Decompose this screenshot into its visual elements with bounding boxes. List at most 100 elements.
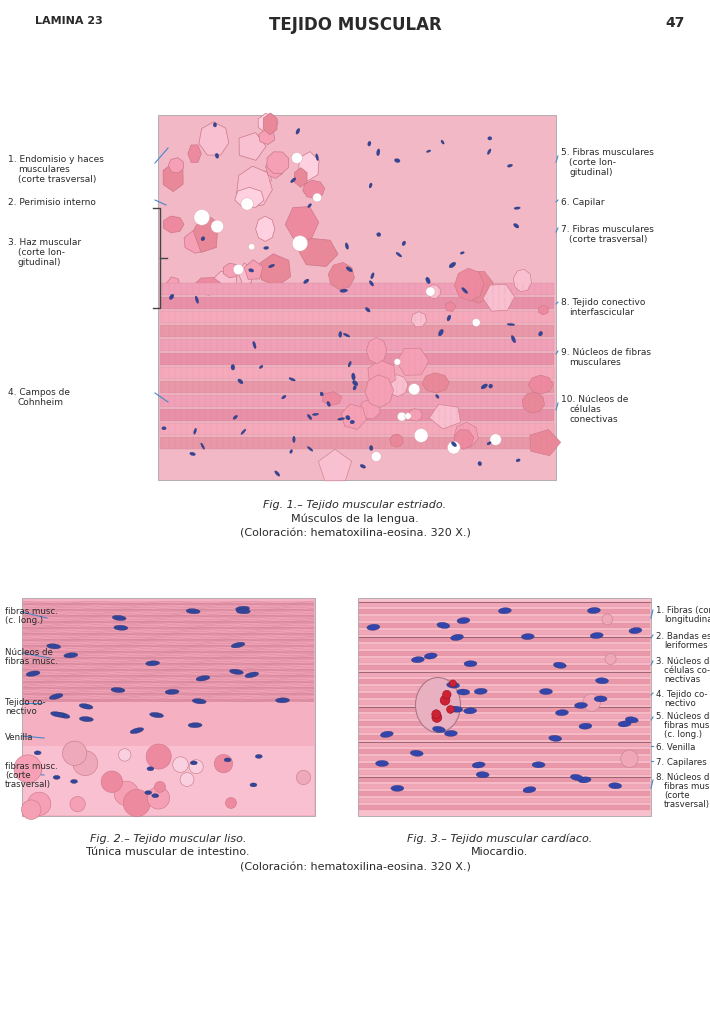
Polygon shape xyxy=(267,152,289,173)
Ellipse shape xyxy=(195,296,199,304)
Ellipse shape xyxy=(353,385,356,390)
Bar xyxy=(359,805,650,810)
Polygon shape xyxy=(210,271,236,292)
Ellipse shape xyxy=(444,730,457,737)
Polygon shape xyxy=(163,163,183,192)
Bar xyxy=(23,645,314,648)
Bar xyxy=(23,689,314,692)
Text: Fig. 3.– Tejido muscular cardíaco.: Fig. 3.– Tejido muscular cardíaco. xyxy=(408,834,593,844)
Ellipse shape xyxy=(391,785,404,792)
Circle shape xyxy=(226,798,236,808)
Ellipse shape xyxy=(339,332,342,338)
Ellipse shape xyxy=(201,236,205,240)
Text: longitudinal): longitudinal) xyxy=(664,615,710,624)
Ellipse shape xyxy=(441,140,444,144)
Circle shape xyxy=(62,741,87,766)
Ellipse shape xyxy=(114,626,128,630)
Bar xyxy=(23,675,314,678)
Ellipse shape xyxy=(250,783,257,787)
Ellipse shape xyxy=(196,675,210,681)
Ellipse shape xyxy=(376,233,381,236)
Text: 8. Núcleos de: 8. Núcleos de xyxy=(656,773,710,782)
Text: 4. Tejido co-: 4. Tejido co- xyxy=(656,690,707,699)
Ellipse shape xyxy=(447,315,451,321)
Ellipse shape xyxy=(256,754,262,758)
Circle shape xyxy=(394,358,400,365)
Bar xyxy=(359,714,650,719)
Ellipse shape xyxy=(145,790,152,795)
Circle shape xyxy=(398,412,406,421)
Ellipse shape xyxy=(540,689,552,694)
Ellipse shape xyxy=(289,378,295,381)
Ellipse shape xyxy=(186,608,200,613)
Circle shape xyxy=(432,710,441,719)
Ellipse shape xyxy=(574,702,587,709)
Circle shape xyxy=(447,706,454,714)
Ellipse shape xyxy=(233,415,237,420)
Ellipse shape xyxy=(449,262,456,268)
Circle shape xyxy=(408,383,420,395)
Ellipse shape xyxy=(224,758,231,761)
Circle shape xyxy=(180,773,194,786)
Ellipse shape xyxy=(282,395,286,399)
Polygon shape xyxy=(298,151,319,181)
Ellipse shape xyxy=(307,447,313,452)
Bar xyxy=(23,637,314,640)
Text: nectivas: nectivas xyxy=(664,675,700,684)
Ellipse shape xyxy=(79,703,93,709)
Circle shape xyxy=(490,434,501,445)
Text: (corte trasversal): (corte trasversal) xyxy=(18,175,97,184)
Ellipse shape xyxy=(241,429,246,434)
Circle shape xyxy=(472,318,480,326)
Polygon shape xyxy=(295,168,307,188)
Ellipse shape xyxy=(396,253,402,257)
Ellipse shape xyxy=(130,727,143,733)
Bar xyxy=(359,735,650,740)
Ellipse shape xyxy=(449,707,463,713)
Text: (c. long.): (c. long.) xyxy=(664,730,702,739)
Text: 5. Núcleos de: 5. Núcleos de xyxy=(656,712,710,721)
Text: LAMINA 23: LAMINA 23 xyxy=(35,16,103,26)
Ellipse shape xyxy=(350,421,354,424)
Polygon shape xyxy=(184,231,212,253)
Circle shape xyxy=(28,793,51,815)
Text: Fig. 1.– Tejido muscular estriado.: Fig. 1.– Tejido muscular estriado. xyxy=(263,500,447,510)
Ellipse shape xyxy=(366,308,370,312)
Text: 4. Campos de: 4. Campos de xyxy=(8,388,70,397)
Ellipse shape xyxy=(231,642,245,648)
Circle shape xyxy=(621,750,638,768)
Text: nectivo: nectivo xyxy=(664,699,696,708)
Ellipse shape xyxy=(360,464,366,468)
Ellipse shape xyxy=(26,671,40,677)
Bar xyxy=(23,618,314,622)
Bar xyxy=(23,611,314,614)
Text: Cohnheim: Cohnheim xyxy=(18,398,64,407)
Circle shape xyxy=(14,755,42,782)
Bar xyxy=(359,658,650,663)
Text: Tejido co-: Tejido co- xyxy=(5,698,45,707)
Text: (c. long.): (c. long.) xyxy=(5,616,43,625)
Bar xyxy=(23,655,314,658)
Text: (corte lon-: (corte lon- xyxy=(569,159,616,167)
Ellipse shape xyxy=(570,774,583,781)
Bar xyxy=(23,651,314,654)
Bar xyxy=(359,749,650,754)
Ellipse shape xyxy=(436,395,439,398)
Bar xyxy=(359,679,650,684)
Polygon shape xyxy=(194,278,222,295)
Ellipse shape xyxy=(49,693,63,699)
Bar xyxy=(23,649,314,652)
Text: fibras musc.: fibras musc. xyxy=(5,657,58,666)
Bar xyxy=(23,669,314,672)
Bar xyxy=(23,657,314,660)
Ellipse shape xyxy=(579,723,592,729)
Bar xyxy=(23,621,314,624)
Text: fibras musc.: fibras musc. xyxy=(664,721,710,730)
Circle shape xyxy=(447,441,460,454)
Bar xyxy=(23,617,314,620)
Ellipse shape xyxy=(523,786,536,793)
Circle shape xyxy=(70,797,85,812)
Text: Fig. 2.– Tejido muscular liso.: Fig. 2.– Tejido muscular liso. xyxy=(89,834,246,844)
Ellipse shape xyxy=(488,137,492,140)
Ellipse shape xyxy=(201,443,204,450)
